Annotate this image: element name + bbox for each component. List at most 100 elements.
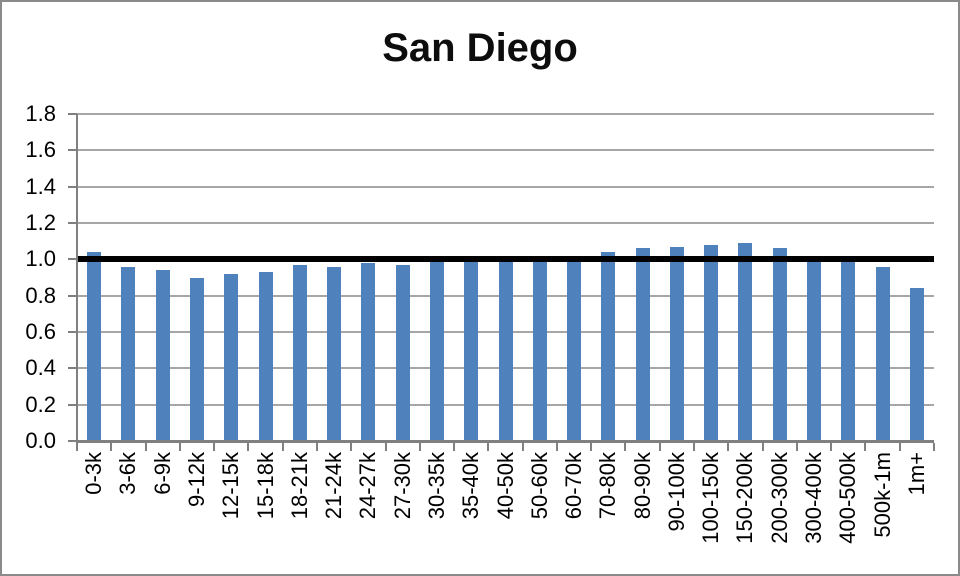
bar-300-400k — [807, 259, 821, 442]
x-category-label: 15-18k — [253, 452, 278, 520]
y-axis-tick — [68, 367, 77, 369]
bar-70-80k — [601, 252, 615, 442]
bar-24-27k — [361, 263, 375, 442]
bar-35-40k — [464, 261, 478, 442]
y-tick-label: 1.0 — [25, 246, 56, 271]
x-category-label: 0-3k — [81, 452, 106, 495]
x-category-label: 300-400k — [801, 452, 826, 544]
bar-90-100k — [670, 247, 684, 442]
x-axis-tick — [316, 443, 318, 451]
y-gridline — [77, 186, 934, 188]
reference-line — [77, 256, 934, 262]
x-category-label: 12-15k — [218, 452, 243, 520]
y-tick-label: 0.4 — [25, 355, 56, 380]
x-axis-tick — [796, 443, 798, 451]
x-axis-tick — [213, 443, 215, 451]
x-axis-tick — [145, 443, 147, 451]
x-axis-tick — [899, 443, 901, 451]
bar-100-150k — [704, 245, 718, 442]
bar-80-90k — [636, 248, 650, 442]
bar-21-24k — [327, 267, 341, 442]
x-axis-tick — [830, 443, 832, 451]
bar-18-21k — [293, 265, 307, 442]
bar-9-12k — [190, 278, 204, 443]
x-axis-tick — [556, 443, 558, 451]
x-axis-tick — [282, 443, 284, 451]
bar-40-50k — [499, 256, 513, 442]
x-category-label: 35-40k — [458, 452, 483, 520]
x-category-label: 500k-1m — [870, 452, 895, 538]
x-axis-tick — [110, 443, 112, 451]
x-axis-tick — [385, 443, 387, 451]
x-category-label: 80-90k — [630, 452, 655, 520]
x-axis-tick — [624, 443, 626, 451]
x-category-label: 100-150k — [698, 452, 723, 544]
x-axis-tick — [453, 443, 455, 451]
bar-12-15k — [224, 274, 238, 442]
y-axis-tick — [68, 186, 77, 188]
x-category-label: 9-12k — [184, 452, 209, 508]
y-gridline — [77, 222, 934, 224]
bar-1m+ — [910, 288, 924, 442]
x-axis-tick — [350, 443, 352, 451]
x-category-label: 40-50k — [493, 452, 518, 520]
x-category-label: 50-60k — [527, 452, 552, 520]
x-axis-tick — [76, 443, 78, 451]
x-category-label: 18-21k — [287, 452, 312, 520]
x-axis-tick — [419, 443, 421, 451]
y-axis-tick — [68, 404, 77, 406]
bar-200-300k — [773, 248, 787, 442]
y-axis-tick — [68, 113, 77, 115]
x-category-label: 60-70k — [561, 452, 586, 520]
bar-60-70k — [567, 256, 581, 442]
y-tick-label: 1.6 — [25, 137, 56, 162]
x-category-label: 21-24k — [321, 452, 346, 520]
y-tick-label: 0.0 — [25, 428, 56, 453]
x-category-label: 27-30k — [390, 452, 415, 520]
y-axis-tick — [68, 295, 77, 297]
y-axis-tick — [68, 440, 77, 442]
x-category-label: 200-300k — [767, 452, 792, 544]
x-category-label: 24-27k — [355, 452, 380, 520]
y-axis-line — [76, 114, 78, 443]
x-category-label: 70-80k — [595, 452, 620, 520]
x-axis-line — [76, 440, 934, 443]
y-axis-tick — [68, 258, 77, 260]
x-axis-tick — [762, 443, 764, 451]
bar-0-3k — [87, 252, 101, 442]
y-tick-label: 0.8 — [25, 283, 56, 308]
x-category-label: 6-9k — [150, 452, 175, 495]
x-category-label: 150-200k — [732, 452, 757, 544]
x-axis-tick — [179, 443, 181, 451]
bar-150-200k — [738, 243, 752, 442]
bar-15-18k — [259, 272, 273, 442]
x-axis-tick — [522, 443, 524, 451]
x-category-label: 90-100k — [664, 452, 689, 532]
x-axis-tick — [247, 443, 249, 451]
bar-500k-1m — [876, 267, 890, 442]
y-axis-tick — [68, 222, 77, 224]
bar-30-35k — [430, 261, 444, 442]
y-tick-label: 1.2 — [25, 210, 56, 235]
y-axis-tick — [68, 149, 77, 151]
y-gridline — [77, 149, 934, 151]
bar-6-9k — [156, 270, 170, 442]
x-category-label: 400-500k — [835, 452, 860, 544]
x-axis-tick — [590, 443, 592, 451]
y-gridline — [77, 113, 934, 115]
x-category-label: 1m+ — [904, 452, 929, 496]
bar-3-6k — [121, 267, 135, 442]
chart-title: San Diego — [382, 26, 578, 70]
y-tick-label: 0.2 — [25, 392, 56, 417]
y-tick-label: 1.8 — [25, 101, 56, 126]
x-axis-tick — [487, 443, 489, 451]
y-tick-label: 0.6 — [25, 319, 56, 344]
bar-50-60k — [533, 261, 547, 442]
x-axis-tick — [659, 443, 661, 451]
bar-27-30k — [396, 265, 410, 442]
y-tick-label: 1.4 — [25, 174, 56, 199]
x-axis-tick — [693, 443, 695, 451]
y-axis-tick — [68, 331, 77, 333]
x-axis-tick — [864, 443, 866, 451]
